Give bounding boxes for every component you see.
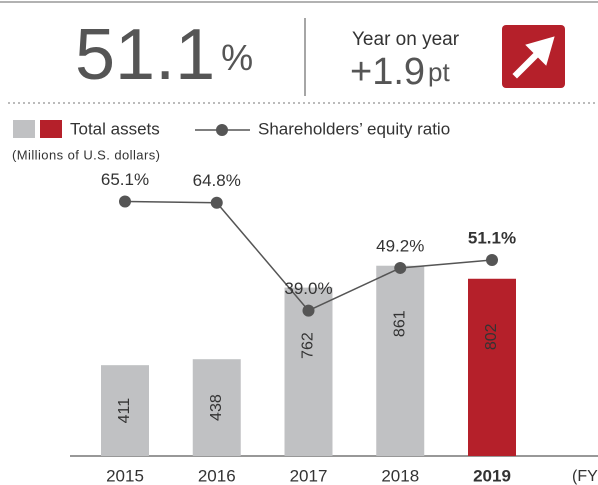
- line-point: [394, 261, 407, 274]
- kpi: 51.1%: [75, 15, 253, 95]
- line-value-label: 39.0%: [284, 279, 332, 298]
- x-tick-label: 2017: [290, 466, 328, 485]
- bar-value-label: 861: [391, 310, 408, 337]
- unit-note: (Millions of U.S. dollars): [12, 147, 160, 162]
- bar: [468, 278, 516, 456]
- line-value-label: 49.2%: [376, 236, 424, 255]
- line-value-label: 65.1%: [101, 170, 149, 189]
- line-point: [210, 196, 223, 209]
- line-value-label: 51.1%: [468, 228, 516, 247]
- x-tick-label: 2019: [473, 466, 511, 485]
- kpi-value: 51.1: [75, 15, 215, 95]
- line-point: [486, 254, 498, 267]
- change-label: Year on year: [352, 29, 460, 50]
- legend-swatch: [40, 120, 62, 138]
- legend-label: Total assets: [70, 119, 160, 138]
- bar-value-label: 762: [300, 332, 317, 359]
- legend-dot: [216, 124, 228, 136]
- change: +1.9 pt: [350, 51, 450, 93]
- kpi-unit: %: [221, 37, 253, 78]
- bar-value-label: 802: [483, 323, 500, 350]
- line-value-label: 64.8%: [193, 171, 241, 190]
- line-point: [302, 304, 315, 317]
- legend-label: Shareholders’ equity ratio: [258, 119, 450, 138]
- line-point: [119, 195, 131, 208]
- bar: [101, 365, 149, 456]
- x-tick-label: 2015: [106, 466, 144, 485]
- legend-swatch: [13, 120, 35, 138]
- bar-value-label: 411: [116, 398, 133, 424]
- bar: [192, 359, 241, 456]
- change-unit: pt: [428, 57, 450, 87]
- x-tick-label: 2018: [381, 466, 419, 485]
- x-unit: (FY): [572, 468, 598, 485]
- bar: [376, 265, 425, 456]
- bar-value-label: 438: [208, 394, 225, 421]
- change-value: +1.9: [350, 51, 425, 93]
- up-arrow: [512, 36, 555, 79]
- x-tick-label: 2016: [198, 466, 236, 485]
